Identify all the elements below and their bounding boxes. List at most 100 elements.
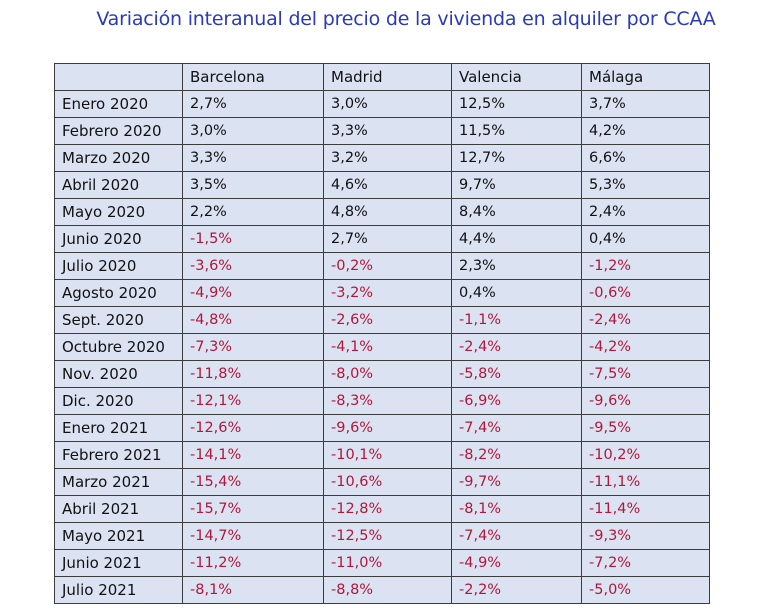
value-cell-valencia: -2,4% [451, 333, 582, 361]
month-cell: Junio 2020 [54, 225, 183, 253]
table-body: Enero 2020 2,7% 3,0% 12,5% 3,7% Febrero 2020 3… [54, 90, 710, 604]
value-cell-madrid: 4,8% [323, 198, 452, 226]
value-cell-malaga: 6,6% [581, 144, 710, 172]
header-cell-valencia: Valencia [451, 63, 582, 91]
value-cell-barcelona: 2,7% [182, 90, 324, 118]
value-cell-valencia: -7,4% [451, 522, 582, 550]
table-header-row: Barcelona Madrid Valencia Málaga [54, 63, 710, 91]
value-cell-malaga: 0,4% [581, 225, 710, 253]
value-cell-madrid: -12,8% [323, 495, 452, 523]
value-cell-madrid: -8,0% [323, 360, 452, 388]
header-cell-empty [54, 63, 183, 91]
month-cell: Dic. 2020 [54, 387, 183, 415]
value-cell-valencia: 12,7% [451, 144, 582, 172]
value-cell-valencia: 8,4% [451, 198, 582, 226]
table-row: Abril 2021 -15,7% -12,8% -8,1% -11,4% [54, 495, 710, 523]
value-cell-barcelona: -3,6% [182, 252, 324, 280]
value-cell-madrid: 3,2% [323, 144, 452, 172]
table-row: Nov. 2020 -11,8% -8,0% -5,8% -7,5% [54, 360, 710, 388]
value-cell-malaga: -7,2% [581, 549, 710, 577]
value-cell-malaga: -1,2% [581, 252, 710, 280]
month-cell: Enero 2021 [54, 414, 183, 442]
value-cell-barcelona: -14,1% [182, 441, 324, 469]
month-cell: Febrero 2021 [54, 441, 183, 469]
value-cell-madrid: -10,6% [323, 468, 452, 496]
value-cell-malaga: -2,4% [581, 306, 710, 334]
value-cell-madrid: -9,6% [323, 414, 452, 442]
value-cell-malaga: -11,1% [581, 468, 710, 496]
value-cell-malaga: -9,3% [581, 522, 710, 550]
value-cell-malaga: -0,6% [581, 279, 710, 307]
value-cell-malaga: 3,7% [581, 90, 710, 118]
value-cell-malaga: -4,2% [581, 333, 710, 361]
value-cell-barcelona: -11,8% [182, 360, 324, 388]
value-cell-madrid: -3,2% [323, 279, 452, 307]
value-cell-madrid: -4,1% [323, 333, 452, 361]
value-cell-barcelona: -4,9% [182, 279, 324, 307]
table-row: Mayo 2020 2,2% 4,8% 8,4% 2,4% [54, 198, 710, 226]
value-cell-valencia: -9,7% [451, 468, 582, 496]
header-cell-malaga: Málaga [581, 63, 710, 91]
table-row: Junio 2021 -11,2% -11,0% -4,9% -7,2% [54, 549, 710, 577]
table-row: Sept. 2020 -4,8% -2,6% -1,1% -2,4% [54, 306, 710, 334]
value-cell-madrid: 3,3% [323, 117, 452, 145]
value-cell-barcelona: 3,5% [182, 171, 324, 199]
month-cell: Sept. 2020 [54, 306, 183, 334]
value-cell-madrid: -8,8% [323, 576, 452, 604]
value-cell-malaga: 5,3% [581, 171, 710, 199]
value-cell-malaga: -7,5% [581, 360, 710, 388]
month-cell: Mayo 2020 [54, 198, 183, 226]
table-row: Abril 2020 3,5% 4,6% 9,7% 5,3% [54, 171, 710, 199]
value-cell-malaga: -11,4% [581, 495, 710, 523]
value-cell-valencia: 2,3% [451, 252, 582, 280]
value-cell-madrid: -11,0% [323, 549, 452, 577]
table-row: Mayo 2021 -14,7% -12,5% -7,4% -9,3% [54, 522, 710, 550]
value-cell-madrid: 2,7% [323, 225, 452, 253]
value-cell-madrid: -8,3% [323, 387, 452, 415]
value-cell-valencia: -1,1% [451, 306, 582, 334]
header-cell-barcelona: Barcelona [182, 63, 324, 91]
value-cell-barcelona: -15,4% [182, 468, 324, 496]
table-row: Junio 2020 -1,5% 2,7% 4,4% 0,4% [54, 225, 710, 253]
month-cell: Febrero 2020 [54, 117, 183, 145]
value-cell-barcelona: 3,3% [182, 144, 324, 172]
table-row: Febrero 2020 3,0% 3,3% 11,5% 4,2% [54, 117, 710, 145]
month-cell: Julio 2020 [54, 252, 183, 280]
month-cell: Marzo 2020 [54, 144, 183, 172]
value-cell-valencia: -8,1% [451, 495, 582, 523]
month-cell: Agosto 2020 [54, 279, 183, 307]
value-cell-barcelona: -14,7% [182, 522, 324, 550]
value-cell-malaga: -9,6% [581, 387, 710, 415]
month-cell: Nov. 2020 [54, 360, 183, 388]
value-cell-barcelona: -15,7% [182, 495, 324, 523]
table-row: Octubre 2020 -7,3% -4,1% -2,4% -4,2% [54, 333, 710, 361]
table-row: Enero 2020 2,7% 3,0% 12,5% 3,7% [54, 90, 710, 118]
value-cell-barcelona: -8,1% [182, 576, 324, 604]
value-cell-malaga: -9,5% [581, 414, 710, 442]
value-cell-madrid: -12,5% [323, 522, 452, 550]
value-cell-malaga: 2,4% [581, 198, 710, 226]
value-cell-valencia: -2,2% [451, 576, 582, 604]
value-cell-madrid: 3,0% [323, 90, 452, 118]
month-cell: Octubre 2020 [54, 333, 183, 361]
table-row: Marzo 2021 -15,4% -10,6% -9,7% -11,1% [54, 468, 710, 496]
value-cell-valencia: 9,7% [451, 171, 582, 199]
table-row: Enero 2021 -12,6% -9,6% -7,4% -9,5% [54, 414, 710, 442]
value-cell-valencia: -4,9% [451, 549, 582, 577]
value-cell-madrid: -2,6% [323, 306, 452, 334]
value-cell-malaga: -10,2% [581, 441, 710, 469]
month-cell: Enero 2020 [54, 90, 183, 118]
value-cell-valencia: -7,4% [451, 414, 582, 442]
header-cell-madrid: Madrid [323, 63, 452, 91]
table-row: Julio 2020 -3,6% -0,2% 2,3% -1,2% [54, 252, 710, 280]
month-cell: Abril 2021 [54, 495, 183, 523]
value-cell-valencia: -6,9% [451, 387, 582, 415]
month-cell: Mayo 2021 [54, 522, 183, 550]
value-cell-barcelona: -4,8% [182, 306, 324, 334]
value-cell-barcelona: -12,6% [182, 414, 324, 442]
table-row: Marzo 2020 3,3% 3,2% 12,7% 6,6% [54, 144, 710, 172]
table-row: Febrero 2021 -14,1% -10,1% -8,2% -10,2% [54, 441, 710, 469]
rent-variation-table: Barcelona Madrid Valencia Málaga Enero 2… [54, 63, 710, 604]
table-row: Agosto 2020 -4,9% -3,2% 0,4% -0,6% [54, 279, 710, 307]
value-cell-valencia: 4,4% [451, 225, 582, 253]
